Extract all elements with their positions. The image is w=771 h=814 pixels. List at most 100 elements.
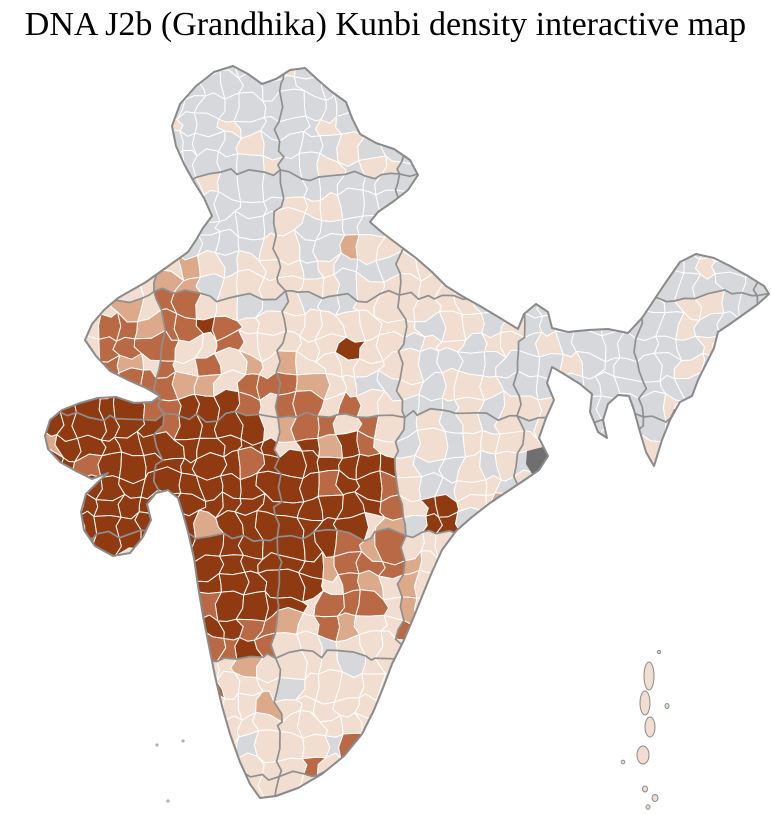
district[interactable]	[121, 674, 141, 700]
district[interactable]	[38, 192, 66, 224]
district[interactable]	[534, 753, 562, 782]
district[interactable]	[619, 452, 639, 475]
district[interactable]	[497, 71, 523, 106]
district[interactable]	[562, 293, 576, 319]
district[interactable]	[754, 530, 771, 560]
district[interactable]	[531, 770, 560, 802]
district[interactable]	[259, 797, 283, 814]
district[interactable]	[161, 720, 187, 738]
andaman-island[interactable]	[657, 650, 661, 654]
district[interactable]	[117, 775, 144, 801]
district[interactable]	[718, 550, 744, 585]
district[interactable]	[437, 250, 466, 274]
district[interactable]	[60, 649, 86, 677]
district[interactable]	[695, 778, 724, 793]
district[interactable]	[597, 511, 624, 541]
district[interactable]	[738, 352, 763, 380]
district[interactable]	[734, 672, 760, 702]
district[interactable]	[673, 789, 703, 814]
district[interactable]	[53, 192, 84, 221]
district[interactable]	[758, 210, 771, 237]
district[interactable]	[161, 692, 188, 727]
district[interactable]	[597, 494, 624, 519]
district[interactable]	[635, 73, 659, 97]
district[interactable]	[636, 275, 661, 298]
district[interactable]	[553, 191, 582, 221]
district[interactable]	[699, 391, 727, 412]
district[interactable]	[560, 670, 586, 702]
district[interactable]	[194, 715, 227, 743]
district[interactable]	[613, 72, 644, 101]
district[interactable]	[419, 90, 440, 119]
district[interactable]	[36, 737, 66, 753]
district[interactable]	[695, 689, 721, 718]
district[interactable]	[435, 695, 467, 714]
district[interactable]	[142, 249, 164, 275]
district[interactable]	[59, 749, 82, 785]
district[interactable]	[717, 754, 747, 782]
district[interactable]	[636, 136, 666, 154]
district[interactable]	[99, 572, 121, 597]
district[interactable]	[555, 233, 580, 255]
district[interactable]	[177, 617, 206, 638]
andaman-island[interactable]	[645, 804, 651, 810]
district[interactable]	[754, 517, 771, 539]
district[interactable]	[136, 570, 164, 600]
district[interactable]	[136, 695, 166, 723]
district[interactable]	[513, 691, 544, 715]
district[interactable]	[597, 251, 622, 283]
district[interactable]	[100, 611, 125, 634]
district[interactable]	[77, 567, 104, 599]
district[interactable]	[475, 195, 502, 217]
district[interactable]	[657, 756, 687, 780]
district[interactable]	[731, 652, 760, 681]
district[interactable]	[458, 229, 487, 259]
district[interactable]	[137, 73, 159, 101]
district[interactable]	[462, 770, 481, 793]
lakshadweep-island[interactable]	[166, 799, 170, 803]
district[interactable]	[380, 59, 399, 83]
district[interactable]	[456, 614, 480, 636]
district[interactable]	[364, 109, 385, 142]
district[interactable]	[578, 109, 606, 140]
district[interactable]	[175, 591, 203, 620]
district[interactable]	[710, 354, 745, 380]
district[interactable]	[573, 234, 605, 255]
district[interactable]	[153, 58, 179, 83]
district[interactable]	[59, 107, 80, 142]
district[interactable]	[431, 751, 464, 784]
district[interactable]	[634, 49, 659, 81]
district[interactable]	[79, 709, 99, 743]
district[interactable]	[118, 451, 147, 485]
district[interactable]	[78, 189, 104, 223]
district[interactable]	[693, 194, 724, 222]
district[interactable]	[614, 93, 645, 118]
district[interactable]	[435, 189, 462, 223]
district[interactable]	[718, 432, 744, 460]
district[interactable]	[475, 753, 504, 776]
district[interactable]	[133, 651, 164, 683]
district[interactable]	[442, 217, 466, 238]
district[interactable]	[756, 652, 771, 681]
district[interactable]	[713, 171, 738, 199]
district[interactable]	[553, 732, 587, 760]
district[interactable]	[40, 155, 63, 186]
district[interactable]	[480, 229, 502, 252]
district[interactable]	[679, 634, 698, 655]
district[interactable]	[375, 90, 398, 113]
district[interactable]	[455, 138, 485, 161]
district[interactable]	[753, 70, 771, 102]
district[interactable]	[715, 687, 744, 723]
district[interactable]	[755, 352, 771, 380]
district[interactable]	[674, 133, 704, 165]
district[interactable]	[694, 68, 722, 102]
district[interactable]	[574, 250, 605, 275]
district[interactable]	[173, 655, 205, 677]
district[interactable]	[393, 71, 425, 100]
district[interactable]	[95, 115, 124, 140]
district[interactable]	[514, 554, 541, 578]
district[interactable]	[695, 475, 726, 504]
district[interactable]	[533, 516, 568, 538]
district[interactable]	[577, 530, 600, 560]
district[interactable]	[39, 513, 67, 535]
